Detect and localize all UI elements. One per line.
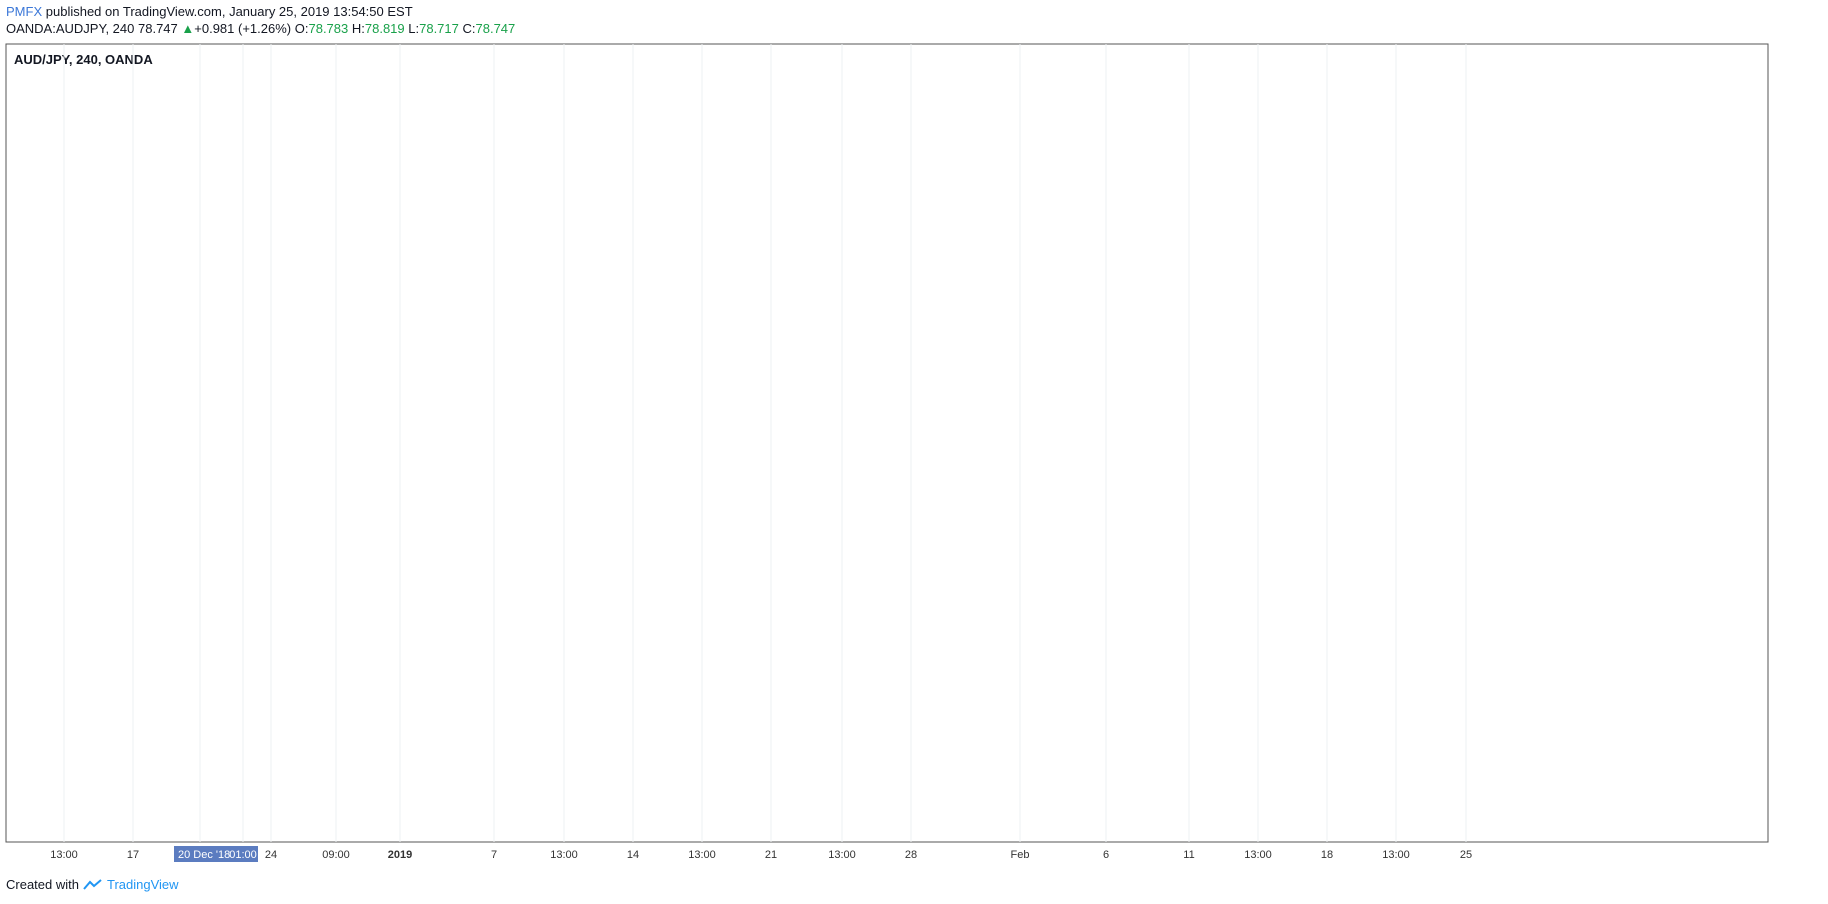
created-with-text: Created with [6,877,79,892]
open-label: O: [294,21,309,36]
x-tick-label: 24 [265,849,277,861]
published-text: published on TradingView.com, January 25… [45,4,413,19]
high-value: 78.819 [364,21,405,36]
tradingview-link[interactable]: TradingView [106,877,179,892]
x-tick-label: 13:00 [1382,849,1410,861]
x-tick-label: 14 [627,849,639,861]
chart-title: AUD/JPY, 240, OANDA [14,52,153,67]
high-label: H: [351,21,365,36]
published-line: PMFX published on TradingView.com, Janua… [6,4,413,19]
low-label: L: [408,21,420,36]
x-tick-label: 09:00 [322,849,350,861]
change-value: +0.981 (+1.26%) [194,21,292,36]
up-arrow-icon: ▲ [181,21,195,36]
footer: Created with TradingView [6,877,179,892]
close-value: 78.747 [475,21,516,36]
x-crosshair-date-box [174,846,258,862]
x-tick-label: 21 [765,849,777,861]
x-crosshair-time-label: 01:00 [229,849,257,861]
x-tick-label: 28 [905,849,917,861]
symbol-label: OANDA:AUDJPY, 240 [6,21,135,36]
x-tick-label: 7 [491,849,497,861]
ohlc-line: OANDA:AUDJPY, 240 78.747 ▲+0.981 (+1.26%… [6,21,515,36]
last-price: 78.747 [138,21,178,36]
x-tick-label: 11 [1183,849,1194,861]
x-tick-label: 25 [1460,849,1472,861]
x-tick-label: 13:00 [1244,849,1272,861]
x-tick-label: 18 [1321,849,1333,861]
close-label: C: [462,21,476,36]
plot-frame [5,43,1769,843]
x-tick-label: 6 [1103,849,1109,861]
x-tick-label: 2019 [388,849,412,861]
brand-name[interactable]: PMFX [6,4,43,19]
low-value: 78.717 [419,21,459,36]
x-tick-label: 13:00 [688,849,716,861]
x-tick-label: 13:00 [828,849,856,861]
x-tick-label: 13:00 [550,849,578,861]
open-value: 78.783 [308,21,349,36]
x-tick-label: 17 [127,849,139,861]
tradingview-logo-icon [83,878,102,890]
x-crosshair-date-label: 20 Dec '18 [178,849,230,861]
x-tick-label: Feb [1011,849,1030,861]
x-tick-label: 13:00 [50,849,78,861]
